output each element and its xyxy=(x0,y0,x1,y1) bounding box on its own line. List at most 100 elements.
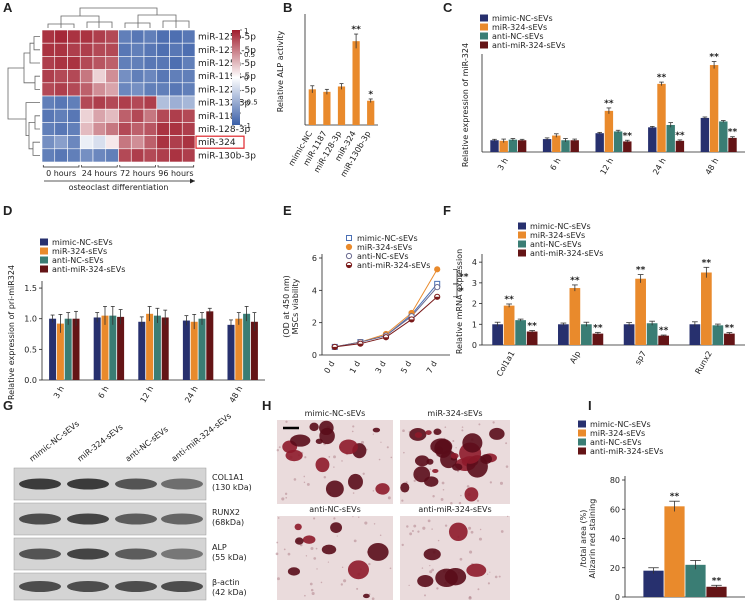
legend-swatch xyxy=(480,14,488,22)
blot-band xyxy=(19,581,61,592)
heatmap-cell xyxy=(105,108,119,123)
stain-speck xyxy=(373,523,376,525)
heatmap-cell xyxy=(181,95,196,110)
stain-nodule xyxy=(464,487,479,502)
heatmap-cell xyxy=(130,95,145,110)
bar xyxy=(552,135,561,152)
band-name: β-actin xyxy=(212,578,240,587)
stain-nodule xyxy=(347,560,369,580)
point xyxy=(434,266,441,273)
stain-speck xyxy=(305,555,308,557)
error-bar xyxy=(506,303,512,308)
stain-speck xyxy=(313,517,316,520)
stain-speck xyxy=(368,593,371,595)
error-bar xyxy=(668,122,674,128)
stain-speck xyxy=(372,490,375,492)
error-bar xyxy=(354,33,359,49)
error-bar xyxy=(139,316,144,327)
legend-label: anti-NC-sEVs xyxy=(52,256,104,265)
stain-nodule xyxy=(348,473,363,490)
heatmap-cell xyxy=(105,148,119,163)
bar xyxy=(206,311,214,380)
significance: ** xyxy=(725,324,735,334)
error-bar xyxy=(103,306,107,325)
stain-nodule xyxy=(462,433,483,453)
error-bar xyxy=(207,307,212,315)
blot-band xyxy=(67,478,109,490)
error-bar xyxy=(726,332,733,335)
heatmap-cell xyxy=(118,148,132,163)
point xyxy=(331,343,338,351)
y-tick-label: 20 xyxy=(610,564,620,573)
point xyxy=(345,261,353,269)
heatmap-cell xyxy=(156,42,170,57)
error-bar xyxy=(711,584,722,589)
stain-speck xyxy=(340,583,343,586)
significance: ** xyxy=(593,323,603,333)
heatmap-cell xyxy=(105,56,119,70)
legend-swatch xyxy=(480,23,488,31)
heatmap-cell xyxy=(181,82,196,97)
heatmap-cell xyxy=(169,82,183,97)
heatmap-cell xyxy=(79,29,94,44)
bar xyxy=(701,272,712,345)
stain-speck xyxy=(494,575,498,579)
error-bar xyxy=(494,321,501,327)
heatmap-cell xyxy=(156,82,170,97)
panel-letter: F xyxy=(443,203,451,218)
bar xyxy=(719,121,728,152)
error-bar xyxy=(163,309,168,325)
heatmap-cell xyxy=(92,82,107,97)
stain-nodule xyxy=(321,544,337,555)
stain-speck xyxy=(487,582,490,585)
heatmap-cell xyxy=(156,56,170,70)
error-bar xyxy=(544,137,550,141)
legend-label: anti-miR-324-sEVs xyxy=(52,265,125,274)
image-label: miR-324-sEVs xyxy=(427,409,482,418)
significance: ** xyxy=(623,131,633,141)
colorbar-label: 0 xyxy=(244,75,248,83)
heatmap-cell xyxy=(54,95,68,110)
legend-swatch xyxy=(578,420,586,428)
stain-speck xyxy=(429,565,431,567)
legend-label: mimic-NC-sEVs xyxy=(590,420,651,429)
heatmap-cell xyxy=(41,29,56,44)
legend-label: anti-NC-sEVs xyxy=(530,240,582,249)
stain-nodule xyxy=(325,480,344,498)
row-label: miR-324 xyxy=(198,138,236,148)
bar xyxy=(227,324,235,380)
heatmap-cell xyxy=(105,95,119,110)
heatmap-cell xyxy=(143,122,158,136)
stain-speck xyxy=(284,492,288,496)
significance: ** xyxy=(709,53,719,63)
bar xyxy=(581,324,592,345)
heatmap-cell xyxy=(143,95,158,110)
legend-label: anti-miR-324-sEVs xyxy=(590,447,663,456)
heatmap-cell xyxy=(118,135,132,150)
heatmap-cell xyxy=(67,82,81,97)
y-axis-label: (OD at 450 nm) xyxy=(282,275,291,338)
significance: ** xyxy=(657,73,667,83)
error-bar xyxy=(58,314,63,333)
bar xyxy=(49,318,57,380)
heatmap-cell xyxy=(130,69,145,84)
heatmap-cell xyxy=(105,82,119,97)
error-bar xyxy=(715,323,721,327)
stain-speck xyxy=(333,517,336,520)
colorbar-label: -0.5 xyxy=(244,98,258,106)
heatmap-cell xyxy=(169,56,183,70)
y-tick-label: 2 xyxy=(472,300,477,309)
error-bar xyxy=(200,312,204,325)
stain-speck xyxy=(352,516,354,518)
error-bar xyxy=(660,334,667,337)
heatmap-cell xyxy=(169,42,183,57)
y-axis-label: Relative expression of miR-324 xyxy=(461,43,470,167)
error-bar xyxy=(583,321,590,327)
heatmap-cell xyxy=(79,56,94,70)
stain-speck xyxy=(368,562,371,566)
error-bar xyxy=(703,266,710,278)
stain-speck xyxy=(478,423,481,426)
stain-nodule xyxy=(309,422,319,432)
group-bracket xyxy=(81,165,118,168)
stain-speck xyxy=(413,479,416,482)
